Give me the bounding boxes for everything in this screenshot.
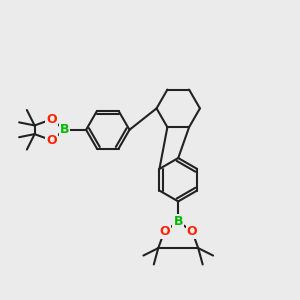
Text: B: B	[60, 123, 69, 136]
Text: O: O	[159, 225, 170, 238]
Text: B: B	[173, 215, 183, 228]
Text: O: O	[46, 134, 57, 147]
Text: O: O	[46, 113, 57, 126]
Text: O: O	[187, 225, 197, 238]
